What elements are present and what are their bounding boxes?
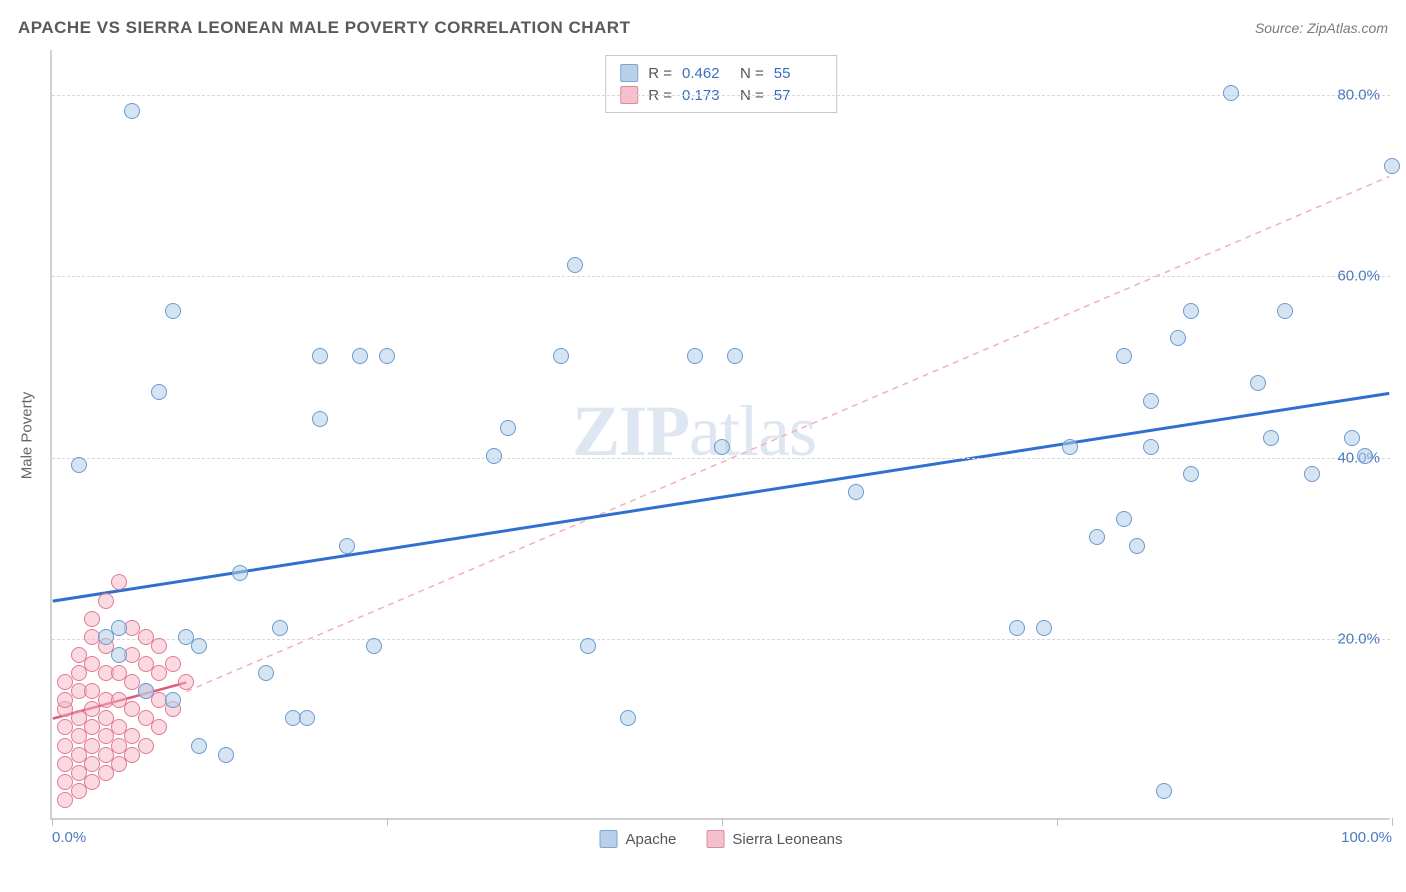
data-point-apache xyxy=(111,647,127,663)
data-point-apache xyxy=(191,638,207,654)
data-point-apache xyxy=(580,638,596,654)
data-point-apache xyxy=(1170,330,1186,346)
data-point-apache xyxy=(1223,85,1239,101)
data-point-sierra xyxy=(98,593,114,609)
extrapolation-line xyxy=(186,176,1389,691)
data-point-apache xyxy=(191,738,207,754)
regression-lines-svg xyxy=(52,50,1390,818)
data-point-apache xyxy=(1009,620,1025,636)
x-tick xyxy=(1057,818,1058,826)
data-point-apache xyxy=(312,411,328,427)
data-point-apache xyxy=(165,303,181,319)
legend-n-label: N = xyxy=(740,65,764,82)
data-point-apache xyxy=(1036,620,1052,636)
data-point-apache xyxy=(1156,783,1172,799)
data-point-apache xyxy=(232,565,248,581)
x-tick xyxy=(1392,818,1393,826)
data-point-apache xyxy=(151,384,167,400)
data-point-apache xyxy=(620,710,636,726)
y-tick-label: 60.0% xyxy=(1337,268,1380,285)
x-tick-label: 100.0% xyxy=(1341,829,1392,846)
data-point-apache xyxy=(312,348,328,364)
x-tick xyxy=(387,818,388,826)
legend-swatch-apache xyxy=(620,64,638,82)
data-point-apache xyxy=(379,348,395,364)
data-point-apache xyxy=(1277,303,1293,319)
data-point-apache xyxy=(352,348,368,364)
data-point-sierra xyxy=(138,738,154,754)
legend-series: Apache Sierra Leoneans xyxy=(600,830,843,848)
legend-r-value: 0.462 xyxy=(682,65,730,82)
legend-series-label: Sierra Leoneans xyxy=(732,831,842,848)
data-point-apache xyxy=(553,348,569,364)
data-point-sierra xyxy=(111,574,127,590)
data-point-apache xyxy=(714,439,730,455)
chart-title: APACHE VS SIERRA LEONEAN MALE POVERTY CO… xyxy=(18,18,630,38)
gridline xyxy=(52,276,1390,277)
data-point-apache xyxy=(1116,511,1132,527)
legend-series-label: Apache xyxy=(626,831,677,848)
data-point-apache xyxy=(727,348,743,364)
data-point-apache xyxy=(1183,303,1199,319)
data-point-sierra xyxy=(165,656,181,672)
data-point-apache xyxy=(1129,538,1145,554)
data-point-apache xyxy=(1089,529,1105,545)
data-point-apache xyxy=(299,710,315,726)
data-point-apache xyxy=(272,620,288,636)
data-point-apache xyxy=(165,692,181,708)
data-point-apache xyxy=(1344,430,1360,446)
chart-source: Source: ZipAtlas.com xyxy=(1255,20,1388,36)
data-point-apache xyxy=(71,457,87,473)
gridline xyxy=(52,458,1390,459)
gridline xyxy=(52,639,1390,640)
legend-swatch-apache xyxy=(600,830,618,848)
legend-n-value: 55 xyxy=(774,65,822,82)
data-point-apache xyxy=(138,683,154,699)
legend-stats-row: R = 0.462 N = 55 xyxy=(620,62,822,84)
data-point-apache xyxy=(486,448,502,464)
data-point-apache xyxy=(339,538,355,554)
data-point-sierra xyxy=(151,638,167,654)
data-point-apache xyxy=(1263,430,1279,446)
legend-r-label: R = xyxy=(648,65,672,82)
data-point-apache xyxy=(258,665,274,681)
data-point-apache xyxy=(1116,348,1132,364)
data-point-apache xyxy=(1183,466,1199,482)
data-point-apache xyxy=(1250,375,1266,391)
data-point-apache xyxy=(500,420,516,436)
data-point-apache xyxy=(687,348,703,364)
data-point-apache xyxy=(1062,439,1078,455)
data-point-apache xyxy=(366,638,382,654)
data-point-sierra xyxy=(178,674,194,690)
data-point-apache xyxy=(124,103,140,119)
x-tick xyxy=(722,818,723,826)
y-axis-label: Male Poverty xyxy=(19,391,36,479)
data-point-sierra xyxy=(84,611,100,627)
data-point-apache xyxy=(1143,439,1159,455)
x-tick xyxy=(52,818,53,826)
data-point-apache xyxy=(1384,158,1400,174)
data-point-apache xyxy=(567,257,583,273)
data-point-apache xyxy=(218,747,234,763)
y-tick-label: 20.0% xyxy=(1337,630,1380,647)
legend-swatch-sierra xyxy=(706,830,724,848)
data-point-apache xyxy=(848,484,864,500)
gridline xyxy=(52,95,1390,96)
watermark: ZIPatlas xyxy=(572,390,816,473)
data-point-apache xyxy=(1304,466,1320,482)
legend-stats-box: R =0.462N =55R =0.173N =57 xyxy=(605,55,837,113)
data-point-sierra xyxy=(151,719,167,735)
y-axis-label-container: Male Poverty xyxy=(12,50,42,820)
legend-series-item: Apache xyxy=(600,830,677,848)
legend-series-item: Sierra Leoneans xyxy=(706,830,842,848)
data-point-apache xyxy=(1143,393,1159,409)
scatter-chart: ZIPatlas R =0.462N =55R =0.173N =57 Apac… xyxy=(50,50,1390,820)
data-point-apache xyxy=(111,620,127,636)
regression-line-apache xyxy=(53,393,1390,601)
y-tick-label: 80.0% xyxy=(1337,87,1380,104)
x-tick-label: 0.0% xyxy=(52,829,86,846)
data-point-apache xyxy=(1357,448,1373,464)
chart-header: APACHE VS SIERRA LEONEAN MALE POVERTY CO… xyxy=(18,18,1388,38)
